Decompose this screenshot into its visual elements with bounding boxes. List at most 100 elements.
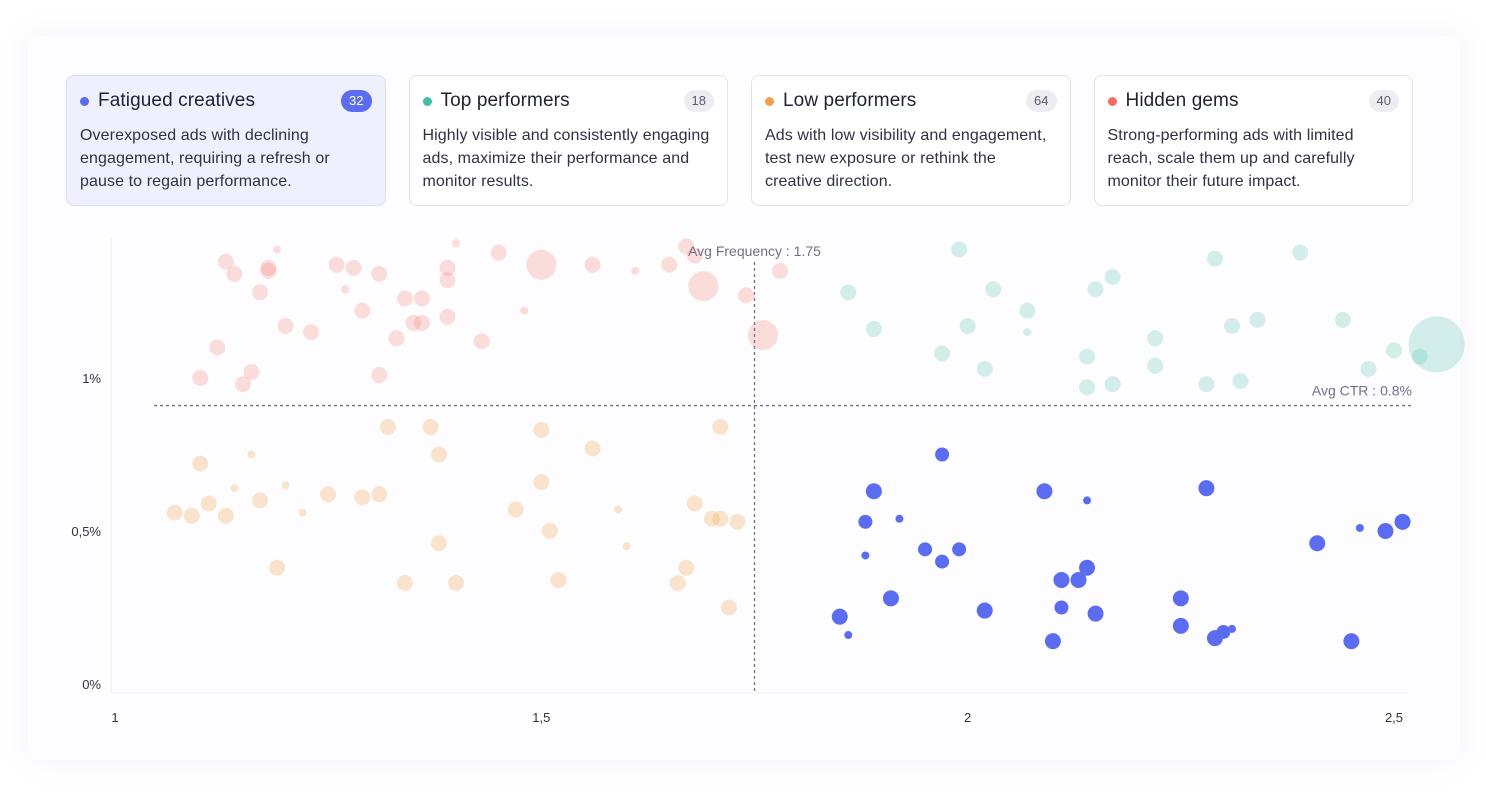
data-point <box>976 360 993 377</box>
data-point <box>678 559 695 576</box>
data-point <box>1232 373 1249 390</box>
data-point <box>1227 624 1236 633</box>
data-point <box>251 492 268 509</box>
data-point <box>1309 535 1326 552</box>
data-point <box>1360 360 1377 377</box>
data-point <box>959 317 976 334</box>
data-point <box>550 571 567 588</box>
data-point <box>729 513 746 530</box>
data-point <box>192 455 209 472</box>
axes-layer: 0% 0,5% 1% 1 1,5 2 2,5 <box>71 238 1408 725</box>
card-title: Low performers <box>783 90 917 111</box>
x-tick-label: 2,5 <box>1385 710 1403 725</box>
data-point <box>951 241 968 258</box>
data-point <box>341 285 350 294</box>
data-point <box>720 599 737 616</box>
data-point <box>952 542 967 557</box>
card-description: Overexposed ads with declining engagemen… <box>80 127 330 190</box>
data-point <box>935 447 950 462</box>
data-point <box>703 510 720 527</box>
data-point <box>371 265 388 282</box>
data-point <box>371 486 388 503</box>
reference-lines-layer: Avg Frequency : 1.75 Avg CTR : 0.8% <box>154 243 1412 693</box>
data-point <box>217 253 234 270</box>
segment-cards: Fatigued creatives 32 Overexposed ads wi… <box>66 75 1413 206</box>
data-point <box>934 345 951 362</box>
data-point <box>298 508 307 517</box>
avg-ctr-label: Avg CTR : 0.8% <box>1312 383 1412 399</box>
data-point <box>273 245 282 254</box>
data-point <box>772 262 789 279</box>
data-point <box>200 495 217 512</box>
series-fatigued-creatives <box>831 447 1411 650</box>
data-point <box>260 259 277 276</box>
data-point <box>918 542 933 557</box>
data-point <box>183 507 200 524</box>
data-point <box>226 265 243 282</box>
data-point <box>371 366 388 383</box>
x-tick-label: 2 <box>964 710 971 725</box>
data-point <box>935 554 950 569</box>
card-header: Top performers 18 <box>422 90 714 112</box>
data-point <box>712 510 729 527</box>
data-point <box>388 330 405 347</box>
segment-card-gems[interactable]: Hidden gems 40 Strong-performing ads wit… <box>1093 75 1413 206</box>
data-point <box>507 501 524 518</box>
data-point <box>452 239 461 248</box>
data-point <box>473 333 490 350</box>
data-point <box>1079 559 1096 576</box>
data-point <box>976 602 993 619</box>
count-badge: 18 <box>683 90 714 112</box>
data-point <box>490 244 507 261</box>
data-point <box>858 514 873 529</box>
data-point <box>1355 523 1364 532</box>
data-point <box>439 272 456 289</box>
data-point <box>166 504 183 521</box>
data-point <box>520 306 529 315</box>
segment-card-top[interactable]: Top performers 18 Highly visible and con… <box>408 75 728 206</box>
count-badge: 40 <box>1368 90 1399 112</box>
data-point <box>748 320 779 351</box>
data-point <box>320 486 337 503</box>
card-header: Fatigued creatives 32 <box>80 90 372 112</box>
data-point <box>209 339 226 356</box>
data-point <box>865 483 882 500</box>
data-point <box>281 481 290 490</box>
data-point <box>661 256 678 273</box>
series-low-performers <box>166 418 746 616</box>
data-point <box>1079 348 1096 365</box>
data-point <box>354 489 371 506</box>
data-point <box>985 281 1002 298</box>
y-tick-label: 0,5% <box>71 524 101 539</box>
x-tick-label: 1,5 <box>532 710 550 725</box>
data-point <box>533 422 550 439</box>
data-point <box>413 314 430 331</box>
data-point <box>439 308 456 325</box>
data-point <box>584 256 601 273</box>
data-point <box>1386 342 1402 359</box>
card-header: Hidden gems 40 <box>1107 90 1399 112</box>
segment-card-low[interactable]: Low performers 64 Ads with low visibilit… <box>751 75 1071 206</box>
segment-card-fatigued[interactable]: Fatigued creatives 32 Overexposed ads wi… <box>66 75 386 206</box>
data-point <box>861 551 870 560</box>
y-tick-label: 0% <box>82 677 101 692</box>
data-point <box>1036 483 1053 500</box>
data-point <box>584 440 601 457</box>
card-header: Low performers 64 <box>765 90 1057 112</box>
data-point <box>1249 311 1266 328</box>
data-point <box>396 290 413 307</box>
data-point <box>840 284 857 301</box>
data-point <box>1023 328 1032 337</box>
series-hidden-gems <box>192 238 789 393</box>
card-description: Strong-performing ads with limited reach… <box>1107 127 1355 190</box>
data-point <box>686 247 703 264</box>
data-point <box>1172 617 1189 634</box>
data-point <box>234 376 251 393</box>
data-point <box>1079 379 1096 396</box>
y-tick-label: 1% <box>82 371 101 386</box>
data-point <box>882 590 899 607</box>
data-point <box>405 314 422 331</box>
avg-frequency-label: Avg Frequency : 1.75 <box>688 243 821 259</box>
data-point <box>831 608 848 625</box>
data-point <box>217 507 234 524</box>
